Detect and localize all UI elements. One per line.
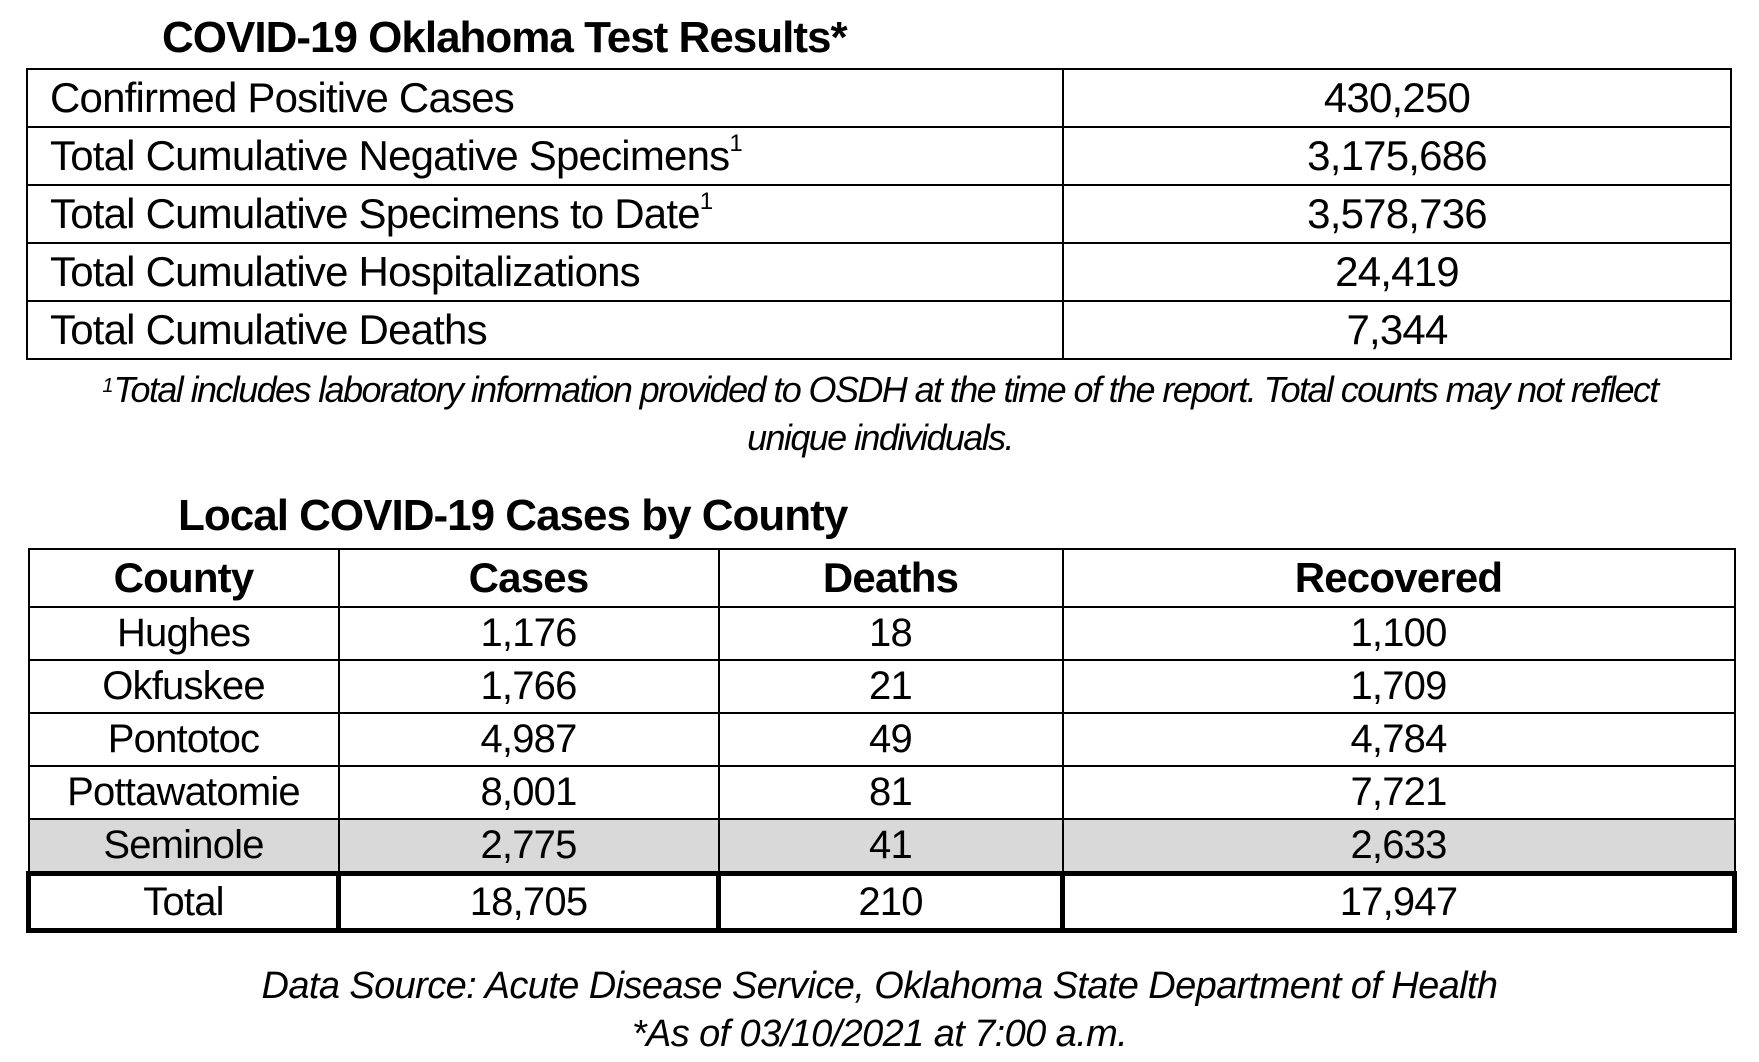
county-table: County Cases Deaths Recovered Hughes 1,1… bbox=[26, 548, 1737, 933]
table-row: Hughes 1,176 18 1,100 bbox=[27, 606, 1736, 661]
table-row: Total Cumulative Hospitalizations 24,419 bbox=[26, 242, 1732, 302]
deaths-cell: 18 bbox=[717, 606, 1064, 661]
row-value: 7,344 bbox=[1062, 300, 1732, 360]
footnote: 1Total includes laboratory information p… bbox=[102, 369, 1659, 458]
row-label: Total Cumulative Hospitalizations bbox=[26, 242, 1064, 302]
total-recovered: 17,947 bbox=[1060, 871, 1737, 933]
column-header-cases: Cases bbox=[337, 548, 720, 608]
row-label: Total Cumulative Deaths bbox=[26, 300, 1064, 360]
county-cell: Seminole bbox=[27, 818, 340, 875]
deaths-cell: 21 bbox=[717, 659, 1064, 714]
table-row: Pontotoc 4,987 49 4,784 bbox=[27, 712, 1736, 767]
table-row: Seminole 2,775 41 2,633 bbox=[27, 818, 1736, 875]
deaths-cell: 81 bbox=[717, 765, 1064, 820]
recovered-cell: 1,100 bbox=[1061, 606, 1736, 661]
row-label: Confirmed Positive Cases bbox=[26, 68, 1064, 128]
column-header-county: County bbox=[27, 548, 340, 608]
county-cell: Pottawatomie bbox=[27, 765, 340, 820]
cases-cell: 1,766 bbox=[337, 659, 720, 714]
row-value: 3,175,686 bbox=[1062, 126, 1732, 186]
cases-cell: 2,775 bbox=[337, 818, 720, 875]
as-of-line: *As of 03/10/2021 at 7:00 a.m. bbox=[631, 1013, 1128, 1055]
footnote-marker: 1 bbox=[102, 375, 114, 397]
recovered-cell: 4,784 bbox=[1061, 712, 1736, 767]
column-header-deaths: Deaths bbox=[717, 548, 1064, 608]
total-row: Total 18,705 210 17,947 bbox=[26, 871, 1737, 933]
county-cell: Pontotoc bbox=[27, 712, 340, 767]
table-row: Total Cumulative Negative Specimens1 3,1… bbox=[26, 126, 1732, 186]
test-results-table: Confirmed Positive Cases 430,250 Total C… bbox=[26, 68, 1732, 360]
recovered-cell: 7,721 bbox=[1061, 765, 1736, 820]
cases-cell: 8,001 bbox=[337, 765, 720, 820]
county-cell: Hughes bbox=[27, 606, 340, 661]
total-deaths: 210 bbox=[716, 871, 1065, 933]
row-value: 24,419 bbox=[1062, 242, 1732, 302]
row-value: 3,578,736 bbox=[1062, 184, 1732, 244]
total-label: Total bbox=[26, 871, 341, 933]
header-row: County Cases Deaths Recovered bbox=[27, 548, 1736, 608]
county-table-title: Local COVID-19 Cases by County bbox=[178, 491, 848, 540]
row-value: 430,250 bbox=[1062, 68, 1732, 128]
recovered-cell: 2,633 bbox=[1061, 818, 1736, 875]
table-row: Total Cumulative Specimens to Date1 3,57… bbox=[26, 184, 1732, 244]
deaths-cell: 41 bbox=[717, 818, 1064, 875]
footnote-marker: 1 bbox=[729, 130, 742, 157]
table-row: Confirmed Positive Cases 430,250 bbox=[26, 68, 1732, 128]
county-cell: Okfuskee bbox=[27, 659, 340, 714]
column-header-recovered: Recovered bbox=[1061, 548, 1736, 608]
recovered-cell: 1,709 bbox=[1061, 659, 1736, 714]
table-row: Okfuskee 1,766 21 1,709 bbox=[27, 659, 1736, 714]
cases-cell: 4,987 bbox=[337, 712, 720, 767]
total-cases: 18,705 bbox=[336, 871, 721, 933]
deaths-cell: 49 bbox=[717, 712, 1064, 767]
table-row: Pottawatomie 8,001 81 7,721 bbox=[27, 765, 1736, 820]
data-source-line: Data Source: Acute Disease Service, Okla… bbox=[261, 965, 1499, 1007]
footnote-marker: 1 bbox=[699, 188, 713, 215]
table-row: Total Cumulative Deaths 7,344 bbox=[26, 300, 1732, 360]
cases-cell: 1,176 bbox=[337, 606, 720, 661]
test-results-title: COVID-19 Oklahoma Test Results* bbox=[162, 13, 848, 62]
row-label: Total Cumulative Specimens to Date1 bbox=[26, 184, 1064, 244]
row-label: Total Cumulative Negative Specimens1 bbox=[26, 126, 1064, 186]
